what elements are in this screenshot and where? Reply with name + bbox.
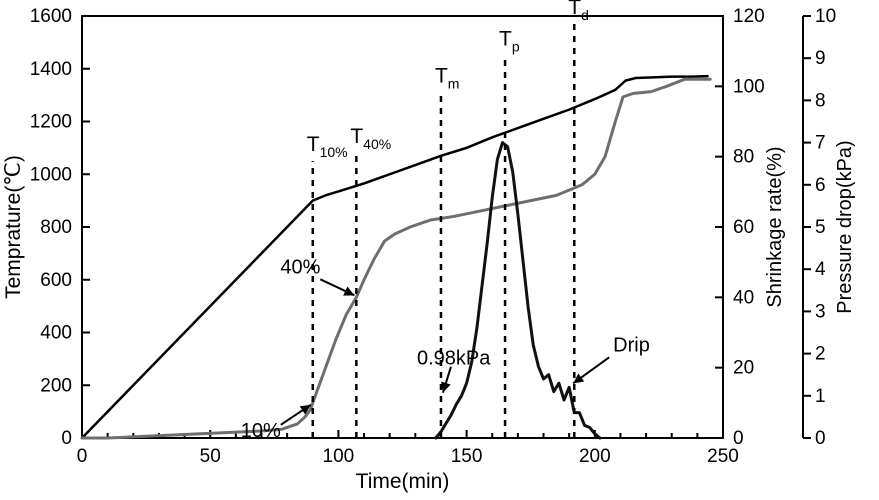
- yl-tick-label: 400: [40, 323, 72, 344]
- x-tick-label: 0: [77, 446, 88, 467]
- yl-tick-label: 0: [61, 428, 72, 449]
- x-tick-label: 150: [451, 446, 483, 467]
- yl-tick-label: 1200: [30, 112, 72, 133]
- yl-tick-label: 200: [40, 375, 72, 396]
- yr2-tick-label: 6: [815, 175, 826, 196]
- yr2-tick-label: 8: [815, 90, 826, 111]
- yl-tick-label: 1600: [30, 6, 72, 27]
- yr2-tick-label: 10: [815, 6, 836, 27]
- yl-tick-label: 800: [40, 217, 72, 238]
- yl-tick-label: 1000: [30, 164, 72, 185]
- x-axis-label: Time(min): [356, 470, 450, 493]
- yr2-tick-label: 7: [815, 133, 826, 154]
- label-drip: Drip: [613, 334, 650, 356]
- x-tick-label: 50: [200, 446, 221, 467]
- y-left-axis-label: Temprature(℃): [2, 155, 25, 299]
- yr1-tick-label: 100: [733, 76, 765, 97]
- vlabel-Td: Td: [568, 0, 589, 23]
- yr1-tick-label: 20: [733, 358, 754, 379]
- yr1-tick-label: 40: [733, 287, 754, 308]
- vlabel-T40: T40%: [350, 125, 391, 152]
- label-098kpa: 0.98kPa: [417, 348, 491, 370]
- y-right2-axis-label: Pressure drop(kPa): [834, 140, 856, 313]
- vlabel-Tp: Tp: [499, 28, 520, 55]
- label-10pct: 10%: [241, 420, 281, 442]
- yr2-tick-label: 5: [815, 217, 826, 238]
- yr1-tick-label: 120: [733, 6, 765, 27]
- shrinkage-line: [82, 79, 710, 438]
- x-tick-label: 200: [579, 446, 611, 467]
- yr2-tick-label: 1: [815, 386, 826, 407]
- y-right1-axis-label: Shrinkage rate(%): [764, 146, 786, 307]
- yr2-tick-label: 3: [815, 301, 826, 322]
- x-tick-label: 250: [707, 446, 739, 467]
- vlabel-T10: T10%: [307, 133, 348, 160]
- x-tick-label: 100: [323, 446, 355, 467]
- multi-axis-chart: 050100150200250Time(min)0200400600800100…: [0, 0, 879, 500]
- yr1-tick-label: 0: [733, 428, 744, 449]
- yr2-tick-label: 0: [815, 428, 826, 449]
- yr2-tick-label: 4: [815, 259, 826, 280]
- yr2-tick-label: 2: [815, 344, 826, 365]
- label-40pct: 40%: [280, 256, 320, 278]
- yr1-tick-label: 80: [733, 147, 754, 168]
- yl-tick-label: 600: [40, 270, 72, 291]
- yr1-tick-label: 60: [733, 217, 754, 238]
- yl-tick-label: 1400: [30, 59, 72, 80]
- yr2-tick-label: 9: [815, 48, 826, 69]
- vlabel-Tm: Tm: [435, 64, 460, 91]
